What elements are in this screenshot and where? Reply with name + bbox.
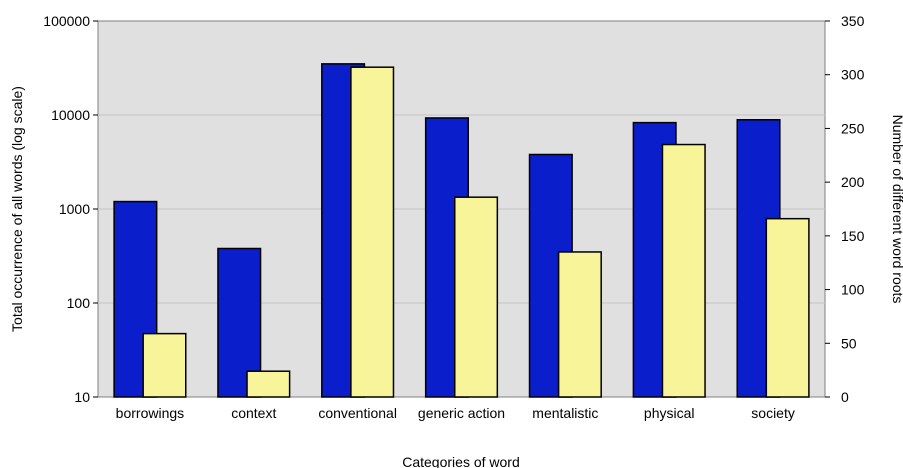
x-tick-label: conventional xyxy=(318,405,397,421)
left-tick-label: 100000 xyxy=(43,13,90,29)
left-tick-label: 10 xyxy=(74,389,90,405)
bar-word-roots xyxy=(350,66,395,398)
right-tick-label: 0 xyxy=(841,389,849,405)
bar-word-roots xyxy=(453,196,499,398)
left-axis-label: Total occurrence of all words (log scale… xyxy=(9,86,25,332)
bar-word-roots xyxy=(142,332,187,398)
right-tick-label: 100 xyxy=(841,282,865,298)
right-tick-label: 50 xyxy=(841,335,857,351)
x-axis-ticks: borrowings context conventional generic act… xyxy=(116,405,795,421)
x-tick-label: physical xyxy=(644,405,695,421)
x-axis-label: Categories of word xyxy=(402,454,520,468)
right-axis-ticks: 0 50 100 150 200 250 300 350 xyxy=(825,13,865,405)
right-axis-label: Number of different word roots xyxy=(890,115,903,304)
left-axis-ticks: 10 100 1000 10000 100000 xyxy=(43,13,98,405)
bar-word-roots xyxy=(246,370,291,398)
x-tick-label: mentalistic xyxy=(532,405,598,421)
right-tick-label: 350 xyxy=(841,13,865,29)
bars xyxy=(113,63,810,398)
bar-word-roots xyxy=(557,251,602,398)
right-tick-label: 150 xyxy=(841,228,865,244)
left-tick-label: 1000 xyxy=(59,201,90,217)
x-tick-label: generic action xyxy=(418,405,505,421)
x-tick-label: borrowings xyxy=(116,405,184,421)
right-tick-label: 250 xyxy=(841,120,865,136)
bar-word-roots xyxy=(765,217,810,398)
right-tick-label: 300 xyxy=(841,67,865,83)
left-tick-label: 100 xyxy=(67,295,91,311)
left-tick-label: 10000 xyxy=(51,107,90,123)
x-tick-label: society xyxy=(751,405,795,421)
right-tick-label: 200 xyxy=(841,174,865,190)
bar-word-roots xyxy=(661,143,706,398)
x-tick-label: context xyxy=(231,405,276,421)
